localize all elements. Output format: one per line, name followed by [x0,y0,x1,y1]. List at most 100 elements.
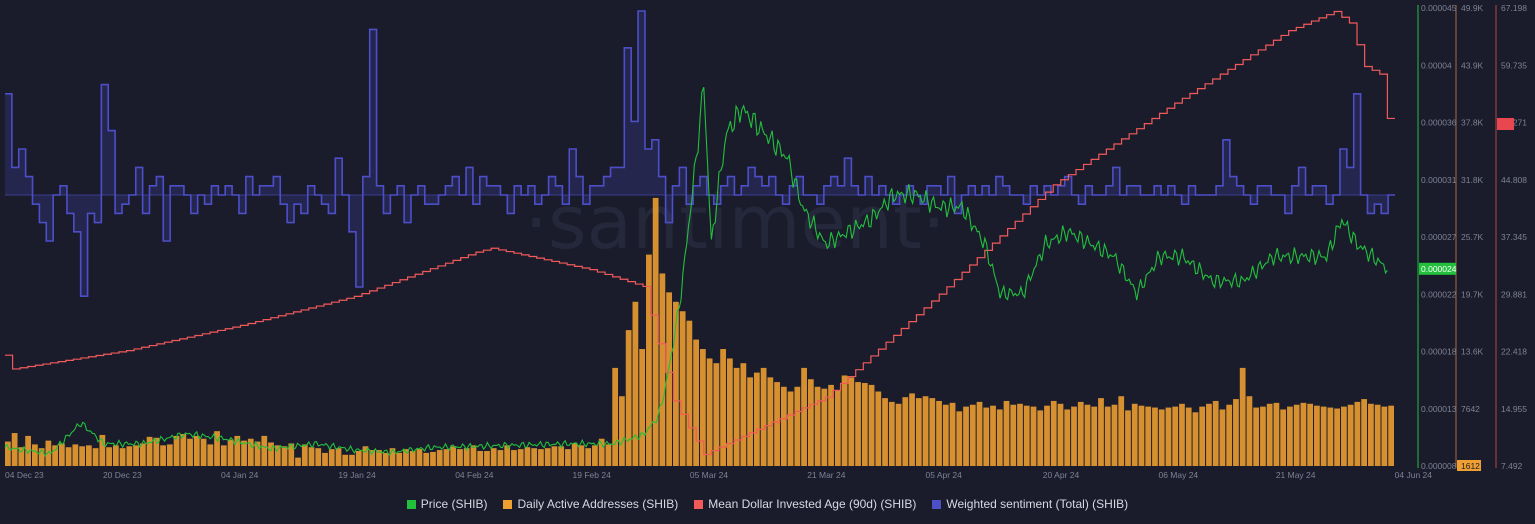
daa-bar [787,391,794,466]
daa-bar [1017,403,1023,466]
daa-bar [875,391,882,466]
daa-bar [146,436,153,466]
daa-bar [1361,399,1368,466]
daa-bar [632,301,639,466]
daa-bar [868,384,875,466]
daa-bar [841,375,848,466]
legend-item-mdia[interactable]: Mean Dollar Invested Age (90d) (SHIB) [694,497,916,511]
daa-bar [983,407,990,466]
daa-bar [139,443,146,466]
daa-bar [1199,406,1206,466]
daa-bar [902,397,909,466]
daa-bar [531,448,538,466]
daa-bar [1165,407,1172,466]
legend-item-daa[interactable]: Daily Active Addresses (SHIB) [503,497,678,511]
daa-bar [760,367,767,466]
daa-bar [834,390,841,466]
daa-bar [369,450,376,466]
sentiment-area [5,11,1395,297]
daa-bar [666,292,673,466]
daa-bar [882,398,888,466]
daa-bar [1347,404,1354,466]
mdia-axis-tick: 7.492 [1501,461,1523,471]
daa-bar [1044,405,1050,466]
daa-bar [1050,400,1057,466]
daa-bar [1246,396,1253,466]
daa-bar [99,434,106,466]
x-axis-tick: 05 Mar 24 [690,470,729,480]
daa-bar [571,443,578,466]
daa-bar [646,254,652,466]
daa-bar [443,449,450,466]
legend-item-price[interactable]: Price (SHIB) [406,497,487,511]
daa-bar [1003,400,1010,466]
price-axis-tick: 0.000027 [1421,232,1457,242]
mdia-axis-tick: 59.735 [1501,60,1527,70]
daa-bar [1192,412,1199,466]
mdia-axis-tick: 67.198 [1501,3,1527,13]
daa-bar [1131,403,1138,466]
mdia-axis-tick: 14.955 [1501,404,1527,414]
daa-bar [1145,406,1152,466]
daa-bar [261,435,268,466]
legend-swatch-price [406,499,416,509]
mdia-axis-tick: 52.271 [1501,118,1527,128]
daa-bar [517,449,524,466]
daa-bar [126,446,133,466]
daa-bar [58,443,65,466]
daa-bar [922,396,929,466]
price-axis-tick: 0.00004 [1421,60,1452,70]
daa-bar [1212,400,1219,466]
daa-bar [200,438,207,466]
daa-bar [349,454,355,466]
daa-bar [1293,404,1300,466]
daa-bar [511,450,517,466]
daa-bar [1023,405,1030,466]
daa-bar [807,379,814,466]
daa-bar [247,438,254,466]
daa-bar [160,445,166,466]
daa-bar [79,446,85,466]
daa-bar [1125,410,1131,466]
daa-bar [1341,406,1347,466]
daa-bar [774,382,780,466]
daa-bar [544,448,551,466]
daa-bar [497,450,504,466]
daa-bar [1381,406,1388,466]
daa-bar [484,451,490,466]
daa-bar [1327,407,1334,466]
daa-bar [355,451,362,466]
daa-bar [1266,403,1273,466]
daa-bar [409,451,416,466]
daa-bar [936,400,942,466]
daa-bar [214,431,220,466]
daa-axis-tick: 31.8K [1461,175,1484,185]
daa-bar [328,449,335,466]
mdia-axis-tick: 29.881 [1501,289,1527,299]
daa-bar [888,401,895,466]
legend-item-sentiment[interactable]: Weighted sentiment (Total) (SHIB) [932,497,1128,511]
daa-bar [639,349,646,466]
daa-bar [565,449,571,466]
daa-bar [490,448,497,466]
daa-bar [65,447,72,466]
daa-bar [1368,403,1374,466]
daa-bar [1307,403,1314,466]
daa-bar [848,377,855,466]
daa-bar [605,444,612,466]
daa-bar [207,444,214,466]
daa-bar [767,377,774,466]
daa-bar [1077,401,1084,466]
daa-bar [780,386,787,466]
daa-bar [1253,407,1260,466]
daa-bar [274,445,281,466]
daa-bar [153,437,160,466]
daa-bar [1158,409,1165,466]
daa-bar [1374,404,1381,466]
daa-bar [342,454,349,466]
daa-bar [457,449,463,466]
daa-bar [180,434,187,466]
legend-swatch-mdia [694,499,704,509]
price-axis-tick: 0.000036 [1421,118,1457,128]
daa-bar [1098,398,1104,466]
